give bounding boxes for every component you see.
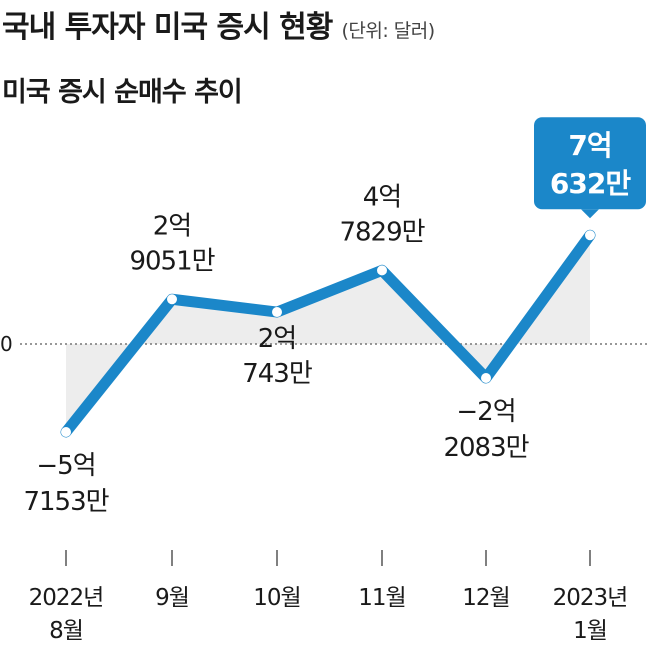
data-label-line1: 4억 [363,182,401,212]
data-point [61,427,71,437]
data-label-line2: 632만 [550,167,631,200]
data-label-line2: 7153만 [23,487,108,517]
data-label-line1: −5억 [36,451,95,481]
chart-title-block: 국내 투자자 미국 증시 현황 (단위: 달러) [2,2,435,46]
highlight-box [534,117,646,210]
x-tick-label: 11월 [358,585,405,611]
x-tick-label: 12월 [462,585,509,611]
x-tick-label-line2: 8월 [49,618,83,644]
data-label-line2: 743만 [242,359,312,389]
data-label-line2: 2083만 [443,433,528,463]
data-label-line1: 2억 [153,211,191,241]
x-tick-label: 2022년 [29,585,104,611]
data-label-line2: 7829만 [339,217,424,247]
chart-title: 국내 투자자 미국 증시 현황 [2,10,333,45]
x-tick-label: 2023년 [553,585,628,611]
x-tick-label-line2: 1월 [573,618,607,644]
data-label-line1: 2억 [258,324,296,354]
chart-subtitle: 미국 증시 순매수 추이 [2,77,243,108]
data-label-line2: 9051만 [129,246,214,276]
data-point [481,373,491,384]
data-point [167,294,177,305]
x-tick-label: 9월 [155,585,189,611]
series-line [60,229,596,438]
data-point [272,307,282,318]
data-label-line1: 7억 [568,129,611,162]
data-label-line1: −2억 [456,397,515,427]
data-point [585,230,595,241]
highlight-pointer [581,209,599,219]
data-point [377,265,387,276]
zero-tick-label: 0 [0,332,13,356]
area-fill [66,235,590,432]
x-tick-label: 10월 [253,585,300,611]
unit-label: (단위: 달러) [341,20,435,42]
